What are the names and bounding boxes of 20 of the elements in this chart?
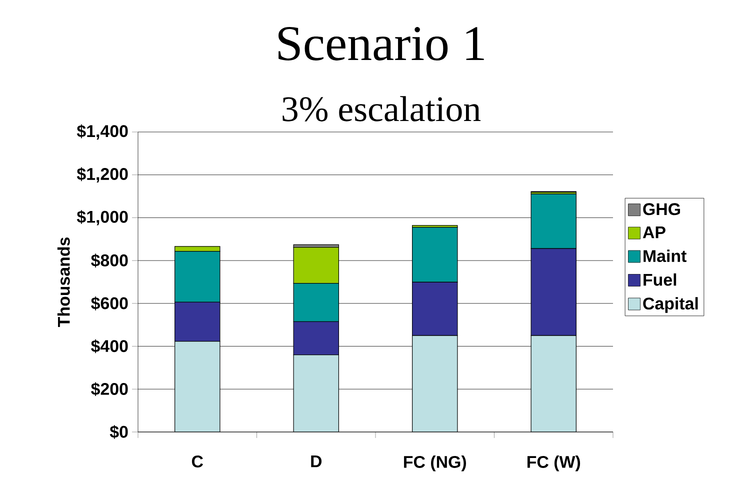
legend-label: Maint (644, 250, 686, 262)
y-tick-label: $1,400 (76, 124, 128, 140)
chart-subtitle: 3% escalation (282, 96, 481, 122)
x-tick-label: FC (W) (527, 456, 580, 472)
y-tick-label: $400 (91, 339, 128, 354)
legend-label: GHG (643, 203, 680, 216)
y-tick-label: $1,000 (76, 210, 128, 226)
y-tick-label: $800 (91, 254, 128, 268)
legend-label: Capital (643, 297, 698, 313)
x-tick-label: FC (NG) (404, 456, 466, 472)
legend-label: AP (642, 226, 666, 238)
y-axis-title: Thousands (57, 238, 70, 327)
x-tick-label: C (192, 456, 204, 468)
legend-label: Fuel (644, 273, 676, 286)
y-tick-label: $1,200 (76, 167, 128, 182)
chart-title: Scenario 1 (278, 27, 484, 60)
y-tick-label: $0 (110, 425, 128, 439)
y-tick-label: $600 (91, 296, 128, 310)
x-tick-label: D (311, 456, 322, 468)
y-tick-label: $200 (91, 382, 128, 396)
